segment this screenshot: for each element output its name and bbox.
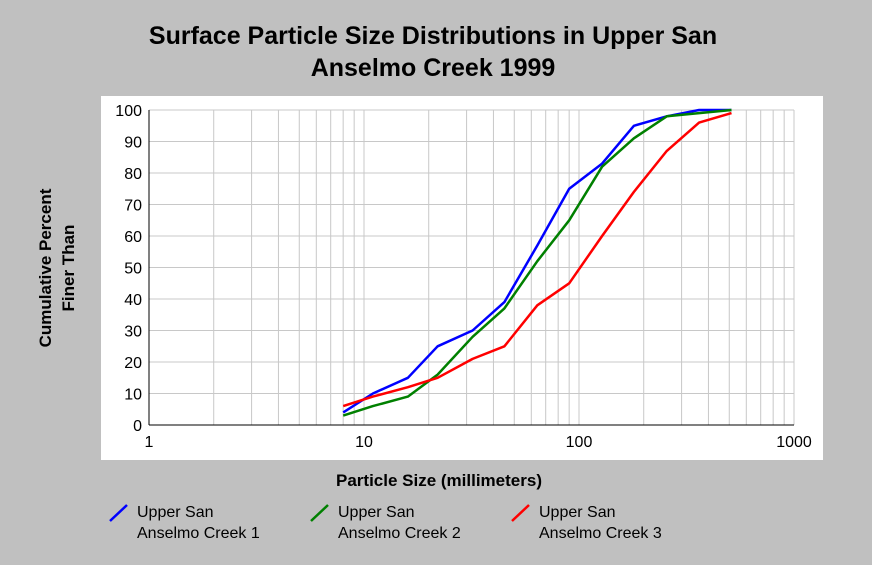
x-tick-labels: 1 10 100 1000 bbox=[145, 434, 812, 451]
series-lines bbox=[342, 108, 732, 417]
legend-swatch-1 bbox=[109, 504, 128, 522]
y-tick-label: 50 bbox=[124, 261, 142, 278]
y-tick-label: 40 bbox=[124, 292, 142, 309]
legend: Upper San Anselmo Creek 1 Upper San Anselmo… bbox=[109, 504, 662, 542]
legend-label-3-line2: Anselmo Creek 3 bbox=[539, 525, 662, 542]
x-tick-label: 1 bbox=[145, 434, 154, 451]
x-tick-label: 10 bbox=[355, 434, 373, 451]
y-tick-label: 70 bbox=[124, 198, 142, 215]
y-axis-title-line2: Finer Than bbox=[59, 225, 78, 312]
legend-swatch-3 bbox=[511, 504, 530, 522]
y-tick-labels: 0 10 20 30 40 50 60 70 80 90 100 bbox=[115, 103, 142, 435]
x-tick-label: 1000 bbox=[776, 434, 812, 451]
chart-title-line2: Anselmo Creek 1999 bbox=[310, 54, 556, 82]
y-tick-label: 60 bbox=[124, 229, 142, 246]
chart-frame bbox=[101, 96, 823, 460]
series-line-2 bbox=[342, 108, 732, 417]
legend-label-2-line1: Upper San bbox=[338, 504, 415, 521]
y-tick-label: 90 bbox=[124, 135, 142, 152]
y-tick-label: 80 bbox=[124, 166, 142, 183]
chart-title: Surface Particle Size Distributions in U… bbox=[0, 20, 866, 84]
x-tick-label: 100 bbox=[566, 434, 593, 451]
y-tick-label: 0 bbox=[133, 418, 142, 435]
series-line-3 bbox=[342, 111, 732, 408]
grid bbox=[149, 109, 795, 425]
y-tick-label: 10 bbox=[124, 387, 142, 404]
legend-label-1-line2: Anselmo Creek 1 bbox=[137, 525, 260, 542]
x-axis-title: Particle Size (millimeters) bbox=[336, 471, 542, 490]
legend-label-3-line1: Upper San bbox=[539, 504, 616, 521]
legend-swatch-2 bbox=[310, 504, 329, 522]
y-tick-label: 30 bbox=[124, 324, 142, 341]
y-tick-label: 100 bbox=[115, 103, 142, 120]
legend-label-2-line2: Anselmo Creek 2 bbox=[338, 525, 461, 542]
legend-label-1-line1: Upper San bbox=[137, 504, 214, 521]
y-axis-title-line1: Cumulative Percent bbox=[36, 188, 55, 347]
y-tick-label: 20 bbox=[124, 355, 142, 372]
chart-title-line1: Surface Particle Size Distributions in U… bbox=[148, 22, 718, 50]
